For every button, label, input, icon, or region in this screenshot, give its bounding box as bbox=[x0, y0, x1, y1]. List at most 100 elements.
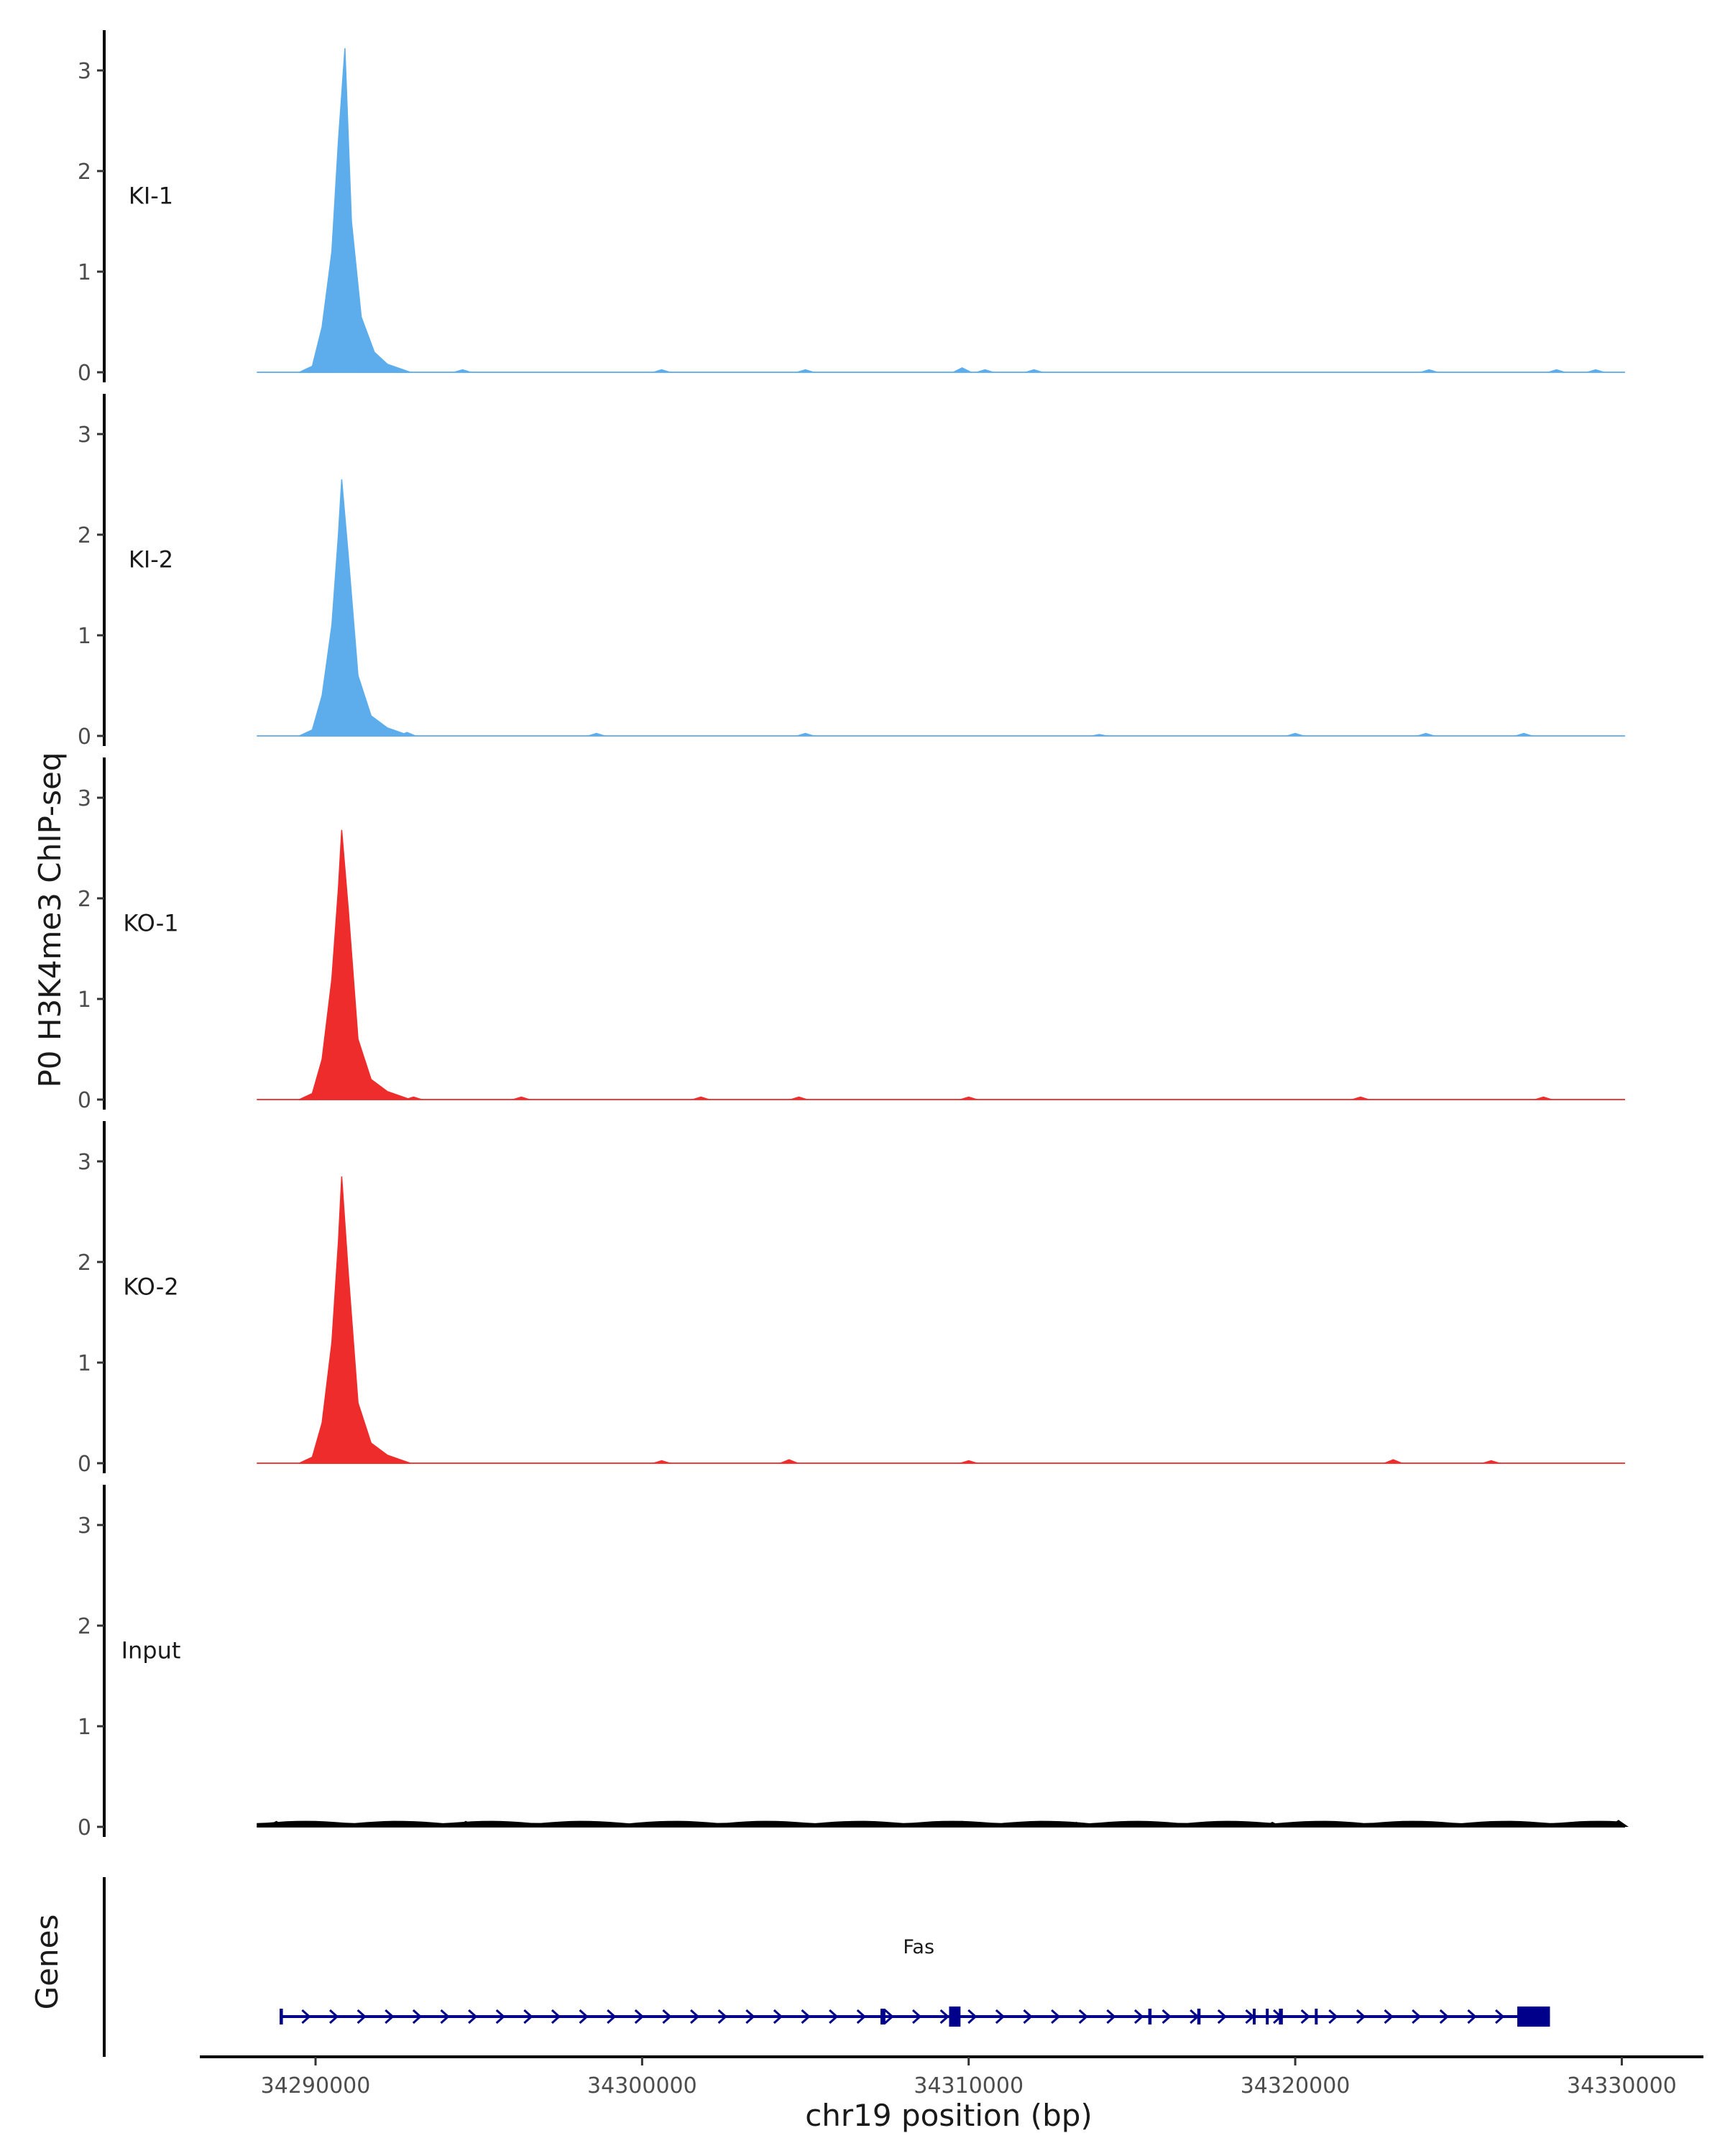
y-tick-label: 0 bbox=[78, 361, 91, 386]
noise-bump bbox=[691, 1096, 712, 1100]
noise-bump bbox=[1024, 369, 1044, 372]
track-label: KO-1 bbox=[123, 909, 178, 936]
exon-block bbox=[949, 2007, 961, 2027]
noise-bump bbox=[651, 369, 672, 372]
strand-arrow-icon bbox=[551, 2009, 561, 2024]
strand-arrow-icon bbox=[1078, 2009, 1088, 2024]
noise-bump bbox=[1481, 1460, 1501, 1463]
strand-arrow-icon bbox=[1384, 2009, 1394, 2024]
exon-block bbox=[280, 2009, 283, 2024]
noise-bump bbox=[1419, 369, 1440, 372]
strand-arrow-icon bbox=[801, 2009, 811, 2024]
x-tick-label: 34300000 bbox=[587, 2073, 697, 2099]
strand-arrow-icon bbox=[1495, 2009, 1505, 2024]
noise-bump bbox=[788, 1096, 809, 1100]
strand-arrow-icon bbox=[356, 2009, 367, 2024]
strand-arrow-icon bbox=[939, 2009, 949, 2024]
signal-tracks: 0 1 2 3 KI-1 0 1 2 3 KI-2 0 1 2 3 KO-1 0 1 2 3 KO-2 0 1 2 3 Inpu… bbox=[78, 30, 1629, 1841]
y-tick-label: 1 bbox=[78, 260, 91, 285]
strand-arrow-icon bbox=[1023, 2009, 1033, 2024]
noise-bump bbox=[586, 732, 607, 736]
strand-arrow-icon bbox=[662, 2009, 672, 2024]
gene-track: Fas bbox=[103, 1877, 1550, 2057]
y-tick-label: 0 bbox=[78, 1452, 91, 1477]
track-ko-1: 0 1 2 3 KO-1 bbox=[78, 757, 1625, 1113]
strand-arrow-icon bbox=[995, 2009, 1006, 2024]
noise-bump bbox=[511, 1096, 532, 1100]
peak-area bbox=[298, 479, 411, 737]
y-tick-label: 1 bbox=[78, 987, 91, 1013]
genes-axis-title: Genes bbox=[29, 1915, 65, 2010]
peak-area bbox=[298, 829, 411, 1100]
y-tick-label: 3 bbox=[78, 786, 91, 811]
y-tick-label: 2 bbox=[78, 523, 91, 548]
x-tick-label: 34320000 bbox=[1241, 2073, 1351, 2099]
noise-bump bbox=[334, 368, 355, 372]
strand-arrow-icon bbox=[329, 2009, 339, 2024]
strand-arrow-icon bbox=[301, 2009, 311, 2024]
strand-arrow-icon bbox=[579, 2009, 589, 2024]
exon-block bbox=[880, 2009, 886, 2024]
strand-arrow-icon bbox=[607, 2009, 617, 2024]
noise-bump bbox=[958, 1460, 979, 1463]
exon-block bbox=[1517, 2007, 1550, 2027]
noise-bump bbox=[1533, 1096, 1554, 1100]
strand-arrow-icon bbox=[884, 2009, 894, 2024]
strand-arrow-icon bbox=[412, 2009, 423, 2024]
track-ki-1: 0 1 2 3 KI-1 bbox=[78, 30, 1625, 386]
y-tick-label: 1 bbox=[78, 624, 91, 649]
noise-bump bbox=[795, 732, 816, 736]
x-axis-title: chr19 position (bp) bbox=[805, 2098, 1092, 2133]
strand-arrow-icon bbox=[1217, 2009, 1228, 2024]
y-tick-label: 2 bbox=[78, 887, 91, 912]
exon-block bbox=[1197, 2009, 1201, 2024]
track-label: KI-1 bbox=[129, 182, 173, 209]
strand-arrow-icon bbox=[829, 2009, 839, 2024]
noise-bump bbox=[975, 369, 995, 372]
exon-block bbox=[1253, 2009, 1256, 2024]
strand-arrow-icon bbox=[1051, 2009, 1061, 2024]
y-tick-label: 1 bbox=[78, 1715, 91, 1740]
strand-arrow-icon bbox=[440, 2009, 450, 2024]
noise-bump bbox=[403, 1096, 424, 1100]
strand-arrow-icon bbox=[1467, 2009, 1477, 2024]
strand-arrow-icon bbox=[1412, 2009, 1422, 2024]
strand-arrow-icon bbox=[1162, 2009, 1172, 2024]
noise-bump bbox=[1546, 369, 1567, 372]
noise-bump bbox=[778, 1459, 799, 1463]
noise-bump bbox=[1350, 1096, 1371, 1100]
track-input: 0 1 2 3 Input bbox=[78, 1485, 1629, 1841]
y-tick-label: 2 bbox=[78, 1250, 91, 1276]
y-axis-title: P0 H3K4me3 ChIP-seq bbox=[32, 752, 68, 1087]
y-tick-label: 1 bbox=[78, 1351, 91, 1376]
strand-arrow-icon bbox=[690, 2009, 700, 2024]
y-tick-label: 2 bbox=[78, 160, 91, 185]
peak-area bbox=[298, 1176, 411, 1464]
strand-arrow-icon bbox=[856, 2009, 867, 2024]
noise-bump bbox=[1586, 369, 1606, 372]
y-tick-label: 3 bbox=[78, 1514, 91, 1539]
noise-bump bbox=[397, 732, 418, 736]
strand-arrow-icon bbox=[717, 2009, 727, 2024]
input-signal-area bbox=[257, 1820, 1625, 1827]
noise-bump bbox=[1089, 734, 1110, 736]
track-label: KO-2 bbox=[123, 1273, 178, 1300]
track-ko-2: 0 1 2 3 KO-2 bbox=[78, 1121, 1625, 1477]
noise-bump bbox=[1415, 732, 1436, 736]
x-tick-label: 34310000 bbox=[914, 2073, 1024, 2099]
noise-bump bbox=[651, 1460, 672, 1463]
noise-bump bbox=[952, 367, 972, 372]
x-tick-label: 34290000 bbox=[261, 2073, 371, 2099]
strand-arrow-icon bbox=[523, 2009, 533, 2024]
y-tick-label: 3 bbox=[78, 1150, 91, 1175]
noise-bump bbox=[1383, 1459, 1404, 1463]
gene-name-label: Fas bbox=[903, 1936, 934, 1958]
track-ki-2: 0 1 2 3 KI-2 bbox=[78, 394, 1625, 750]
exon-block bbox=[1266, 2009, 1269, 2024]
strand-arrow-icon bbox=[745, 2009, 755, 2024]
noise-bump bbox=[452, 369, 473, 372]
x-tick-label: 34330000 bbox=[1567, 2073, 1677, 2099]
y-tick-label: 0 bbox=[78, 1815, 91, 1841]
track-label: Input bbox=[121, 1636, 181, 1664]
